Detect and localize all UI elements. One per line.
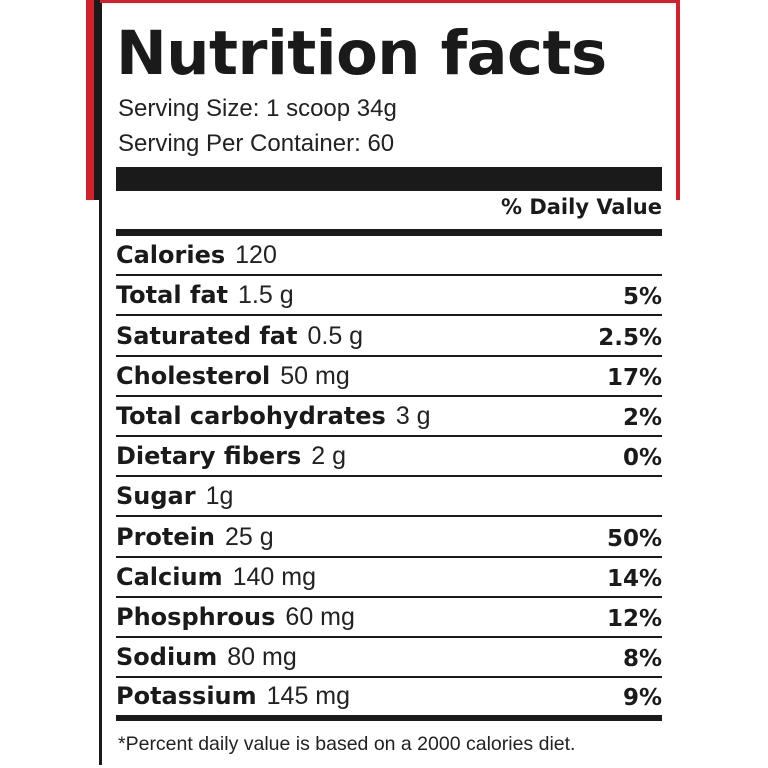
nutrient-amount: 145 mg: [266, 682, 351, 711]
nutrient-row-sodium: Sodium 80 mg 8%: [116, 638, 662, 679]
nutrient-name: Total fat: [116, 281, 229, 310]
nutrient-row-sugar: Sugar 1g: [116, 477, 662, 518]
nutrient-daily-value: 17%: [606, 364, 662, 391]
nutrient-name: Sodium: [116, 643, 218, 672]
nutrient-amount: 140 mg: [232, 562, 316, 591]
nutrient-amount: 1g: [205, 482, 234, 511]
nutrient-name: Dietary fibers: [116, 442, 302, 471]
daily-value-footnote: *Percent daily value is based on a 2000 …: [118, 733, 576, 755]
nutrient-amount: 25 g: [224, 522, 274, 551]
nutrient-row-calories: Calories 120: [116, 236, 662, 277]
nutrient-amount: 1.5 g: [238, 281, 294, 310]
nutrient-daily-value: 14%: [606, 565, 662, 592]
nutrient-name: Protein: [116, 522, 215, 551]
nutrient-row-cholesterol: Cholesterol 50 mg 17%: [116, 357, 662, 397]
label-title: Nutrition facts: [116, 18, 607, 89]
nutrient-amount: 50 mg: [280, 361, 350, 390]
nutrient-name: Calories: [116, 241, 226, 270]
nutrient-row-phosphrous: Phosphrous 60 mg 12%: [116, 598, 662, 638]
nutrient-daily-value: 5%: [622, 284, 662, 311]
nutrient-row-calcium: Calcium 140 mg 14%: [116, 558, 662, 598]
daily-value-header: % Daily Value: [500, 195, 662, 219]
nutrient-daily-value: 2%: [622, 404, 662, 431]
nutrient-row-total-carbohydrates: Total carbohydrates 3 g 2%: [116, 397, 662, 437]
nutrient-row-dietary-fibers: Dietary fibers 2 g 0%: [116, 437, 662, 478]
nutrient-name: Potassium: [116, 682, 257, 711]
nutrient-name: Saturated fat: [116, 321, 298, 350]
nutrient-amount: 80 mg: [227, 643, 297, 672]
nutrient-row-protein: Protein 25 g 50%: [116, 517, 662, 558]
nutrient-amount: 60 mg: [285, 602, 355, 631]
nutrient-amount: 2 g: [311, 442, 347, 471]
nutrient-amount: 120: [235, 241, 277, 270]
nutrient-daily-value: 8%: [622, 646, 662, 673]
nutrient-row-saturated-fat: Saturated fat 0.5 g 2.5%: [116, 316, 662, 357]
nutrient-amount: 0.5 g: [307, 321, 364, 350]
nutrient-name: Phosphrous: [116, 602, 276, 631]
thick-divider: [116, 167, 662, 191]
nutrient-daily-value: 0%: [622, 445, 662, 472]
nutrient-daily-value: 9%: [622, 685, 662, 712]
nutrient-row-total-fat: Total fat 1.5 g 5%: [116, 276, 662, 317]
servings-per-container: Serving Per Container: 60: [118, 130, 395, 157]
nutrient-name: Cholesterol: [116, 361, 271, 390]
medium-divider: [116, 229, 662, 236]
serving-size: Serving Size: 1 scoop 34g: [118, 95, 397, 122]
nutrient-name: Sugar: [116, 482, 196, 511]
nutrition-label: Nutrition facts Serving Size: 1 scoop 34…: [99, 3, 676, 765]
nutrient-name: Calcium: [116, 562, 223, 591]
nutrient-daily-value: 12%: [606, 605, 662, 632]
nutrient-name: Total carbohydrates: [116, 401, 386, 430]
nutrient-daily-value: 50%: [606, 525, 662, 552]
nutrient-list: Calories 120 Total fat 1.5 g 5% Saturated …: [116, 236, 662, 722]
nutrient-amount: 3 g: [395, 401, 431, 430]
nutrient-row-potassium: Potassium 145 mg 9%: [116, 678, 662, 722]
nutrient-daily-value: 2.5%: [598, 324, 662, 351]
